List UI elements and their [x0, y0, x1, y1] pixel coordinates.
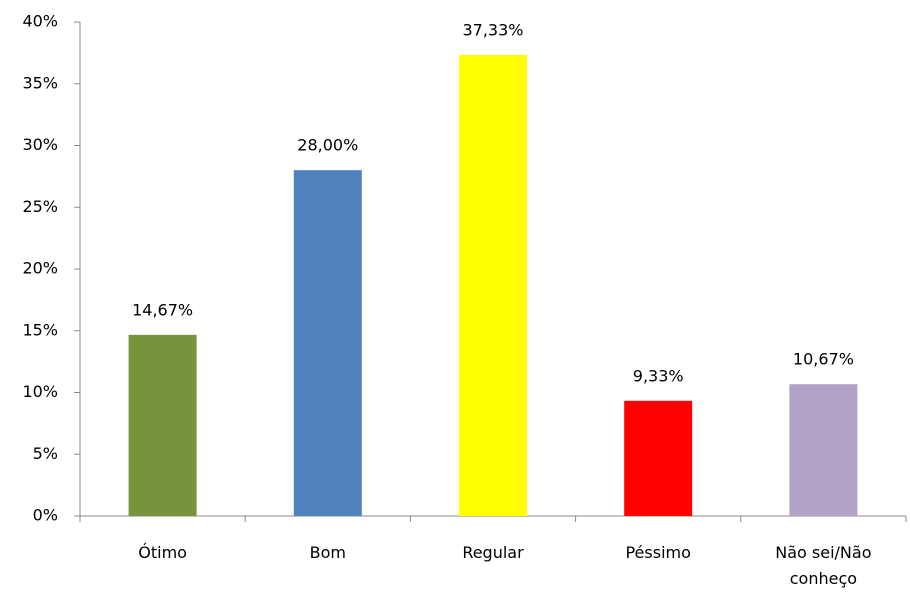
y-tick-label: 40%: [22, 12, 58, 31]
bar: [459, 54, 527, 517]
data-label: 10,67%: [793, 350, 854, 369]
y-tick-label: 15%: [22, 320, 58, 339]
data-label: 37,33%: [462, 20, 523, 39]
data-label: 14,67%: [132, 300, 193, 319]
data-label: 9,33%: [633, 366, 684, 385]
x-tick-label: Péssimo: [625, 543, 691, 562]
x-tick-label: Bom: [309, 543, 346, 562]
bar: [293, 170, 362, 516]
x-tick-label: Regular: [462, 543, 524, 562]
y-tick-label: 30%: [22, 135, 58, 154]
y-tick-label: 35%: [22, 73, 58, 92]
y-tick-label: 25%: [22, 197, 58, 216]
data-label: 28,00%: [297, 136, 358, 155]
bar: [789, 384, 858, 516]
bar: [128, 334, 197, 516]
y-tick-label: 0%: [33, 506, 58, 525]
y-tick-label: 10%: [22, 382, 58, 401]
y-tick-label: 20%: [22, 259, 58, 278]
y-tick-label: 5%: [33, 444, 58, 463]
x-tick-label: Não sei/Não conheço: [775, 543, 872, 588]
bar: [624, 400, 693, 516]
x-tick-label: Ótimo: [138, 543, 187, 562]
